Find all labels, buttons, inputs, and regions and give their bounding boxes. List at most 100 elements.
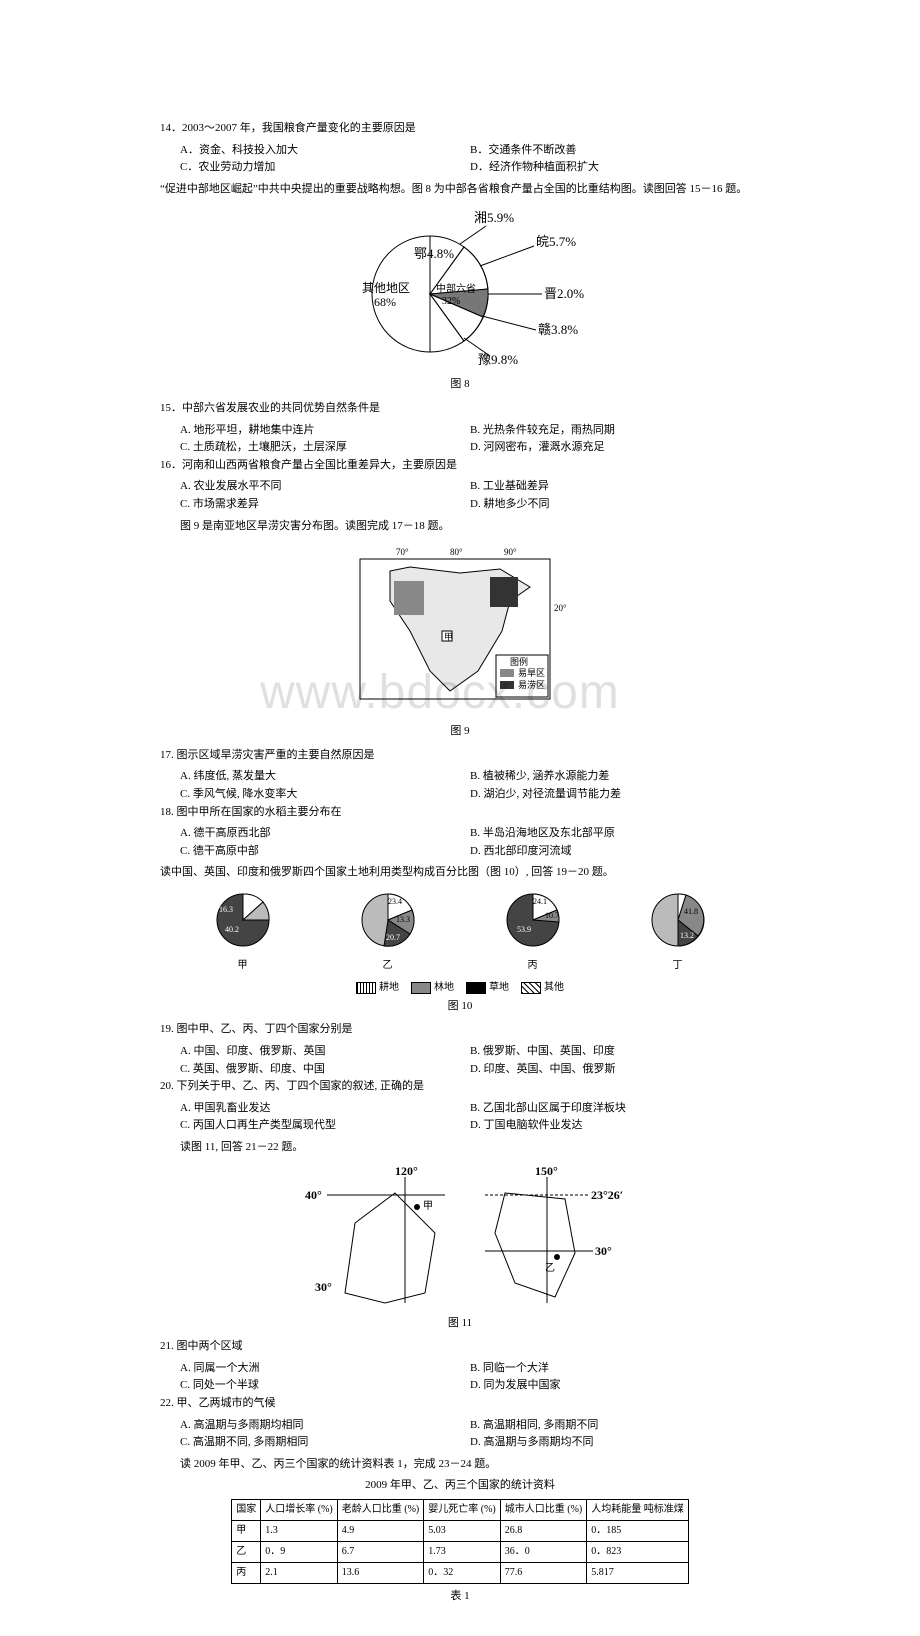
q15-stem: 15．中部六省发展农业的共同优势自然条件是: [160, 400, 760, 418]
q16-stem: 16．河南和山西两省粮食产量占全国比重差异大，主要原因是: [160, 457, 760, 475]
pie-six-val: 32%: [442, 296, 460, 307]
svg-text:13.3: 13.3: [396, 915, 410, 924]
svg-text:40°: 40°: [305, 1188, 322, 1202]
svg-text:易旱区: 易旱区: [518, 668, 545, 678]
q14-opt-c: C．农业劳动力增加: [180, 159, 470, 177]
figure-10: 16.3 40.2 甲 23.4 13.3 20.7 乙 24.1 10.7: [160, 888, 760, 1016]
context-4: 读图 11, 回答 21－22 题。: [160, 1139, 760, 1157]
q17-opt-b: B. 植被稀少, 涵养水源能力差: [470, 768, 760, 786]
pie-other-label: 其他地区: [362, 281, 410, 295]
fig8-caption: 图 8: [160, 376, 760, 394]
slice-jin: 晋2.0%: [544, 286, 584, 301]
q20-stem: 20. 下列关于甲、乙、丙、丁四个国家的叙述, 正确的是: [160, 1078, 760, 1096]
q19-opt-b: B. 俄罗斯、中国、英国、印度: [470, 1043, 760, 1061]
svg-text:150°: 150°: [535, 1164, 558, 1178]
q15-opt-c: C. 土质疏松，土壤肥沃，土层深厚: [180, 439, 470, 457]
q17-opt-c: C. 季风气候, 降水变率大: [180, 786, 470, 804]
svg-text:23.4: 23.4: [388, 897, 402, 906]
pie-six-label: 中部六省: [436, 282, 476, 295]
q14-stem: 14．2003～2007 年，我国粮食产量变化的主要原因是: [160, 120, 760, 138]
q22-opt-a: A. 高温期与多雨期均相同: [180, 1417, 470, 1435]
slice-e: 鄂4.8%: [414, 246, 454, 261]
q21-opt-a: A. 同属一个大洲: [180, 1360, 470, 1378]
fig9-caption: 图 9: [160, 723, 760, 741]
q22-opt-c: C. 高温期不同, 多雨期相同: [180, 1434, 470, 1452]
south-asia-map-icon: 70° 80° 90° 20° 甲 图例 易旱区 易涝区: [350, 541, 570, 721]
svg-text:20°: 20°: [554, 603, 567, 613]
q14-opt-b: B．交通条件不断改善: [470, 142, 760, 160]
q21-stem: 21. 图中两个区域: [160, 1338, 760, 1356]
q19-opt-d: D. 印度、英国、中国、俄罗斯: [470, 1061, 760, 1079]
svg-text:16.3: 16.3: [219, 905, 233, 914]
svg-text:20.7: 20.7: [386, 933, 400, 942]
q22-opt-b: B. 高温期相同, 多雨期不同: [470, 1417, 760, 1435]
svg-text:23°26′: 23°26′: [591, 1188, 623, 1202]
q19-stem: 19. 图中甲、乙、丙、丁四个国家分别是: [160, 1021, 760, 1039]
q18-opt-d: D. 西北部印度河流域: [470, 843, 760, 861]
svg-text:80°: 80°: [450, 547, 463, 557]
svg-text:甲: 甲: [444, 632, 453, 642]
svg-text:30°: 30°: [315, 1280, 332, 1294]
q20-opt-c: C. 丙国人口再生产类型属现代型: [180, 1117, 470, 1135]
figure-11: 120° 40° 30° 甲 150° 23°26′ 30° 乙 图 11: [160, 1163, 760, 1333]
context-5: 读 2009 年甲、乙、丙三个国家的统计资料表 1，完成 23－24 题。: [160, 1456, 760, 1474]
fig11-caption: 图 11: [160, 1315, 760, 1333]
q17-stem: 17. 图示区域旱涝灾害严重的主要自然原因是: [160, 747, 760, 765]
q19-opt-a: A. 中国、印度、俄罗斯、英国: [180, 1043, 470, 1061]
svg-text:120°: 120°: [395, 1164, 418, 1178]
context-2: 图 9 是南亚地区旱涝灾害分布图。读图完成 17－18 题。: [160, 518, 760, 536]
context-3: 读中国、英国、印度和俄罗斯四个国家土地利用类型构成百分比图（图 10）, 回答 …: [160, 864, 760, 882]
q22-stem: 22. 甲、乙两城市的气候: [160, 1395, 760, 1413]
figure-9: 70° 80° 90° 20° 甲 图例 易旱区 易涝区 图 9: [160, 541, 760, 741]
two-region-map-icon: 120° 40° 30° 甲 150° 23°26′ 30° 乙: [295, 1163, 625, 1313]
q20-opt-a: A. 甲国乳畜业发达: [180, 1100, 470, 1118]
q14-opt-a: A．资金、科技投入加大: [180, 142, 470, 160]
svg-text:90°: 90°: [504, 547, 517, 557]
pie-chart-icon: 其他地区 68% 中部六省 32% 湘5.9% 皖5.7% 晋2.0% 赣3.8…: [310, 204, 610, 374]
table1-caption: 表 1: [160, 1588, 760, 1606]
q18-opt-c: C. 德干高原中部: [180, 843, 470, 861]
q17-opt-d: D. 湖泊少, 对径流量调节能力差: [470, 786, 760, 804]
svg-text:30°: 30°: [595, 1244, 612, 1258]
slice-yu: 豫9.8%: [478, 352, 518, 367]
svg-text:乙: 乙: [545, 1262, 555, 1274]
slice-xiang: 湘5.9%: [474, 210, 514, 225]
q16-opt-a: A. 农业发展水平不同: [180, 478, 470, 496]
q16-opt-b: B. 工业基础差异: [470, 478, 760, 496]
stats-table: 国家 人口增长率 (%) 老龄人口比重 (%) 婴儿死亡率 (%) 城市人口比重…: [231, 1499, 689, 1584]
svg-text:24.1: 24.1: [533, 897, 547, 906]
figure-8: 其他地区 68% 中部六省 32% 湘5.9% 皖5.7% 晋2.0% 赣3.8…: [160, 204, 760, 394]
q19-opt-c: C. 英国、俄罗斯、印度、中国: [180, 1061, 470, 1079]
svg-text:13.2: 13.2: [680, 931, 694, 940]
q15-opt-a: A. 地形平坦，耕地集中连片: [180, 422, 470, 440]
svg-text:41.8: 41.8: [684, 907, 698, 916]
svg-text:甲: 甲: [423, 1201, 433, 1212]
svg-text:易涝区: 易涝区: [518, 679, 545, 690]
q20-opt-d: D. 丁国电脑软件业发达: [470, 1117, 760, 1135]
q14-opt-d: D．经济作物种植面积扩大: [470, 159, 760, 177]
svg-text:53.9: 53.9: [517, 925, 531, 934]
q17-opt-a: A. 纬度低, 蒸发量大: [180, 768, 470, 786]
svg-text:70°: 70°: [396, 547, 409, 557]
pie-other-val: 68%: [374, 295, 396, 309]
q18-opt-a: A. 德干高原西北部: [180, 825, 470, 843]
q16-opt-d: D. 耕地多少不同: [470, 496, 760, 514]
slice-wan: 皖5.7%: [536, 234, 576, 249]
q21-opt-b: B. 同临一个大洋: [470, 1360, 760, 1378]
q15-opt-d: D. 河网密布，灌溉水源充足: [470, 439, 760, 457]
q22-opt-d: D. 高温期与多雨期均不同: [470, 1434, 760, 1452]
fig10-caption: 图 10: [160, 998, 760, 1016]
q20-opt-b: B. 乙国北部山区属于印度洋板块: [470, 1100, 760, 1118]
svg-text:图例: 图例: [510, 656, 528, 667]
q15-opt-b: B. 光热条件较充足，雨热同期: [470, 422, 760, 440]
svg-text:40.2: 40.2: [225, 925, 239, 934]
q21-opt-d: D. 同为发展中国家: [470, 1377, 760, 1395]
context-1: “促进中部地区崛起”中共中央提出的重要战略构想。图 8 为中部各省粮食产量占全国…: [160, 181, 760, 199]
q21-opt-c: C. 同处一个半球: [180, 1377, 470, 1395]
q16-opt-c: C. 市场需求差异: [180, 496, 470, 514]
svg-text:10.7: 10.7: [545, 911, 559, 920]
q18-opt-b: B. 半岛沿海地区及东北部平原: [470, 825, 760, 843]
table1-title: 2009 年甲、乙、丙三个国家的统计资料: [160, 1477, 760, 1495]
slice-gan: 赣3.8%: [538, 322, 578, 337]
q18-stem: 18. 图中甲所在国家的水稻主要分布在: [160, 804, 760, 822]
